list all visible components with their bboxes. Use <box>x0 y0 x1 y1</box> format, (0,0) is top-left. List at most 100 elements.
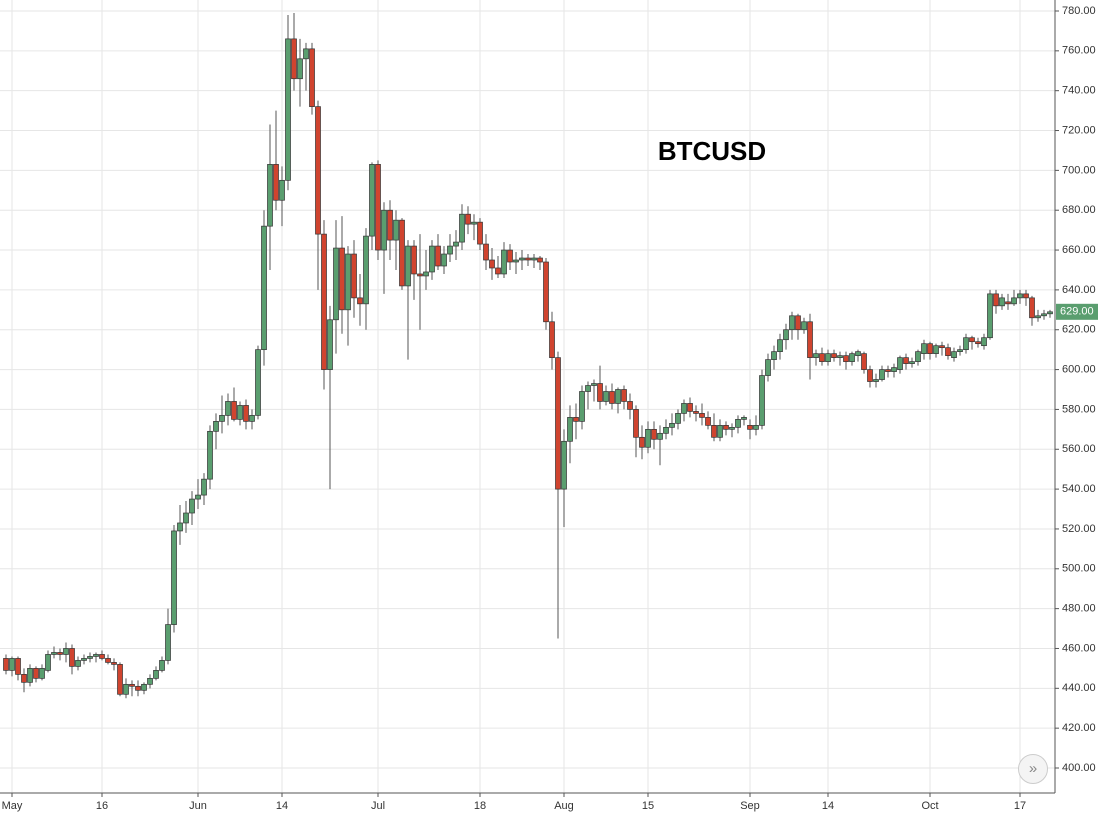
candle-body <box>825 353 831 362</box>
candle-body <box>723 425 729 430</box>
candle-body <box>1017 293 1023 299</box>
candle-body <box>675 413 681 424</box>
candle-body <box>39 668 45 679</box>
y-tick-label: 780.00 <box>1062 5 1096 17</box>
candle-body <box>411 245 417 275</box>
candle-body <box>705 417 711 426</box>
candle-body <box>981 337 987 347</box>
candle-body <box>483 243 489 261</box>
candle-body <box>219 415 225 422</box>
x-tick-label: 14 <box>822 800 834 812</box>
candle-body <box>507 249 513 263</box>
candle-body <box>915 351 921 362</box>
candle-body <box>399 219 405 287</box>
candle-body <box>597 383 603 402</box>
candle-body <box>189 498 195 514</box>
candle-body <box>699 413 705 418</box>
x-tick-label: Aug <box>554 800 574 812</box>
candle-body <box>57 652 63 655</box>
y-tick-label: 580.00 <box>1062 403 1096 415</box>
candle-body <box>873 379 879 382</box>
candle-body <box>405 245 411 287</box>
candle-body <box>33 668 39 679</box>
candle-body <box>339 247 345 311</box>
y-tick-label: 520.00 <box>1062 523 1096 535</box>
candle-body <box>375 164 381 251</box>
candle-body <box>489 259 495 269</box>
last-price-badge <box>1056 303 1098 320</box>
candle-body <box>945 347 951 356</box>
candle-body <box>777 339 783 352</box>
candle-body <box>249 415 255 422</box>
candle-body <box>603 391 609 402</box>
candle-body <box>225 401 231 416</box>
candle-body <box>789 315 795 331</box>
candle-body <box>63 648 69 655</box>
candle-body <box>927 343 933 354</box>
candle-body <box>987 293 993 339</box>
x-tick-label: 14 <box>276 800 288 812</box>
candle-body <box>321 233 327 370</box>
candle-body <box>105 658 111 663</box>
x-tick-label: May <box>2 800 23 812</box>
candle-body <box>243 405 249 422</box>
candle-body <box>21 674 27 683</box>
y-tick-label: 600.00 <box>1062 363 1096 375</box>
candle-body <box>123 683 129 695</box>
candle-body <box>753 425 759 430</box>
y-tick-label: 620.00 <box>1062 324 1096 336</box>
candle-body <box>111 662 117 665</box>
x-tick-label: Jun <box>189 800 207 812</box>
candle-body <box>609 391 615 404</box>
candle-body <box>1029 297 1035 319</box>
candle-body <box>783 329 789 341</box>
candle-body <box>975 341 981 345</box>
candle-body <box>417 273 423 277</box>
candle-body <box>519 257 525 261</box>
chart-title: BTCUSD <box>658 136 766 166</box>
candle-body <box>681 403 687 414</box>
candle-body <box>891 367 897 372</box>
candle-body <box>9 658 15 671</box>
x-tick-label: 17 <box>1014 800 1026 812</box>
candle-body <box>393 219 399 241</box>
candle-body <box>837 355 843 358</box>
candle-body <box>51 652 57 655</box>
y-tick-label: 540.00 <box>1062 483 1096 495</box>
candle-body <box>909 361 915 364</box>
candle-body <box>933 345 939 354</box>
candle-body <box>543 261 549 323</box>
candle-body <box>93 654 99 657</box>
candle-body <box>669 423 675 428</box>
scroll-to-end-button[interactable]: » <box>1018 754 1048 784</box>
candle-body <box>615 389 621 404</box>
candle-body <box>357 297 363 305</box>
y-tick-label: 700.00 <box>1062 164 1096 176</box>
candle-body <box>381 209 387 251</box>
candle-body <box>573 417 579 422</box>
candle-body <box>963 337 969 351</box>
y-tick-label: 440.00 <box>1062 682 1096 694</box>
candle-body <box>801 321 807 331</box>
candle-body <box>855 351 861 356</box>
candle-body <box>75 660 81 667</box>
x-tick-label: Sep <box>740 800 760 812</box>
candle-body <box>435 245 441 267</box>
candle-body <box>1023 293 1029 299</box>
candle-body <box>159 660 165 671</box>
candle-body <box>633 409 639 438</box>
candle-body <box>567 417 573 442</box>
candle-body <box>87 656 93 659</box>
candle-body <box>879 369 885 380</box>
candle-body <box>1005 301 1011 305</box>
candle-body <box>759 375 765 426</box>
candle-body <box>531 257 537 261</box>
candle-body <box>27 668 33 683</box>
candle-body <box>147 678 153 685</box>
x-tick-label: 15 <box>642 800 654 812</box>
candle-body <box>69 648 75 667</box>
candle-body <box>171 530 177 625</box>
y-tick-label: 400.00 <box>1062 762 1096 774</box>
candle-body <box>453 241 459 247</box>
